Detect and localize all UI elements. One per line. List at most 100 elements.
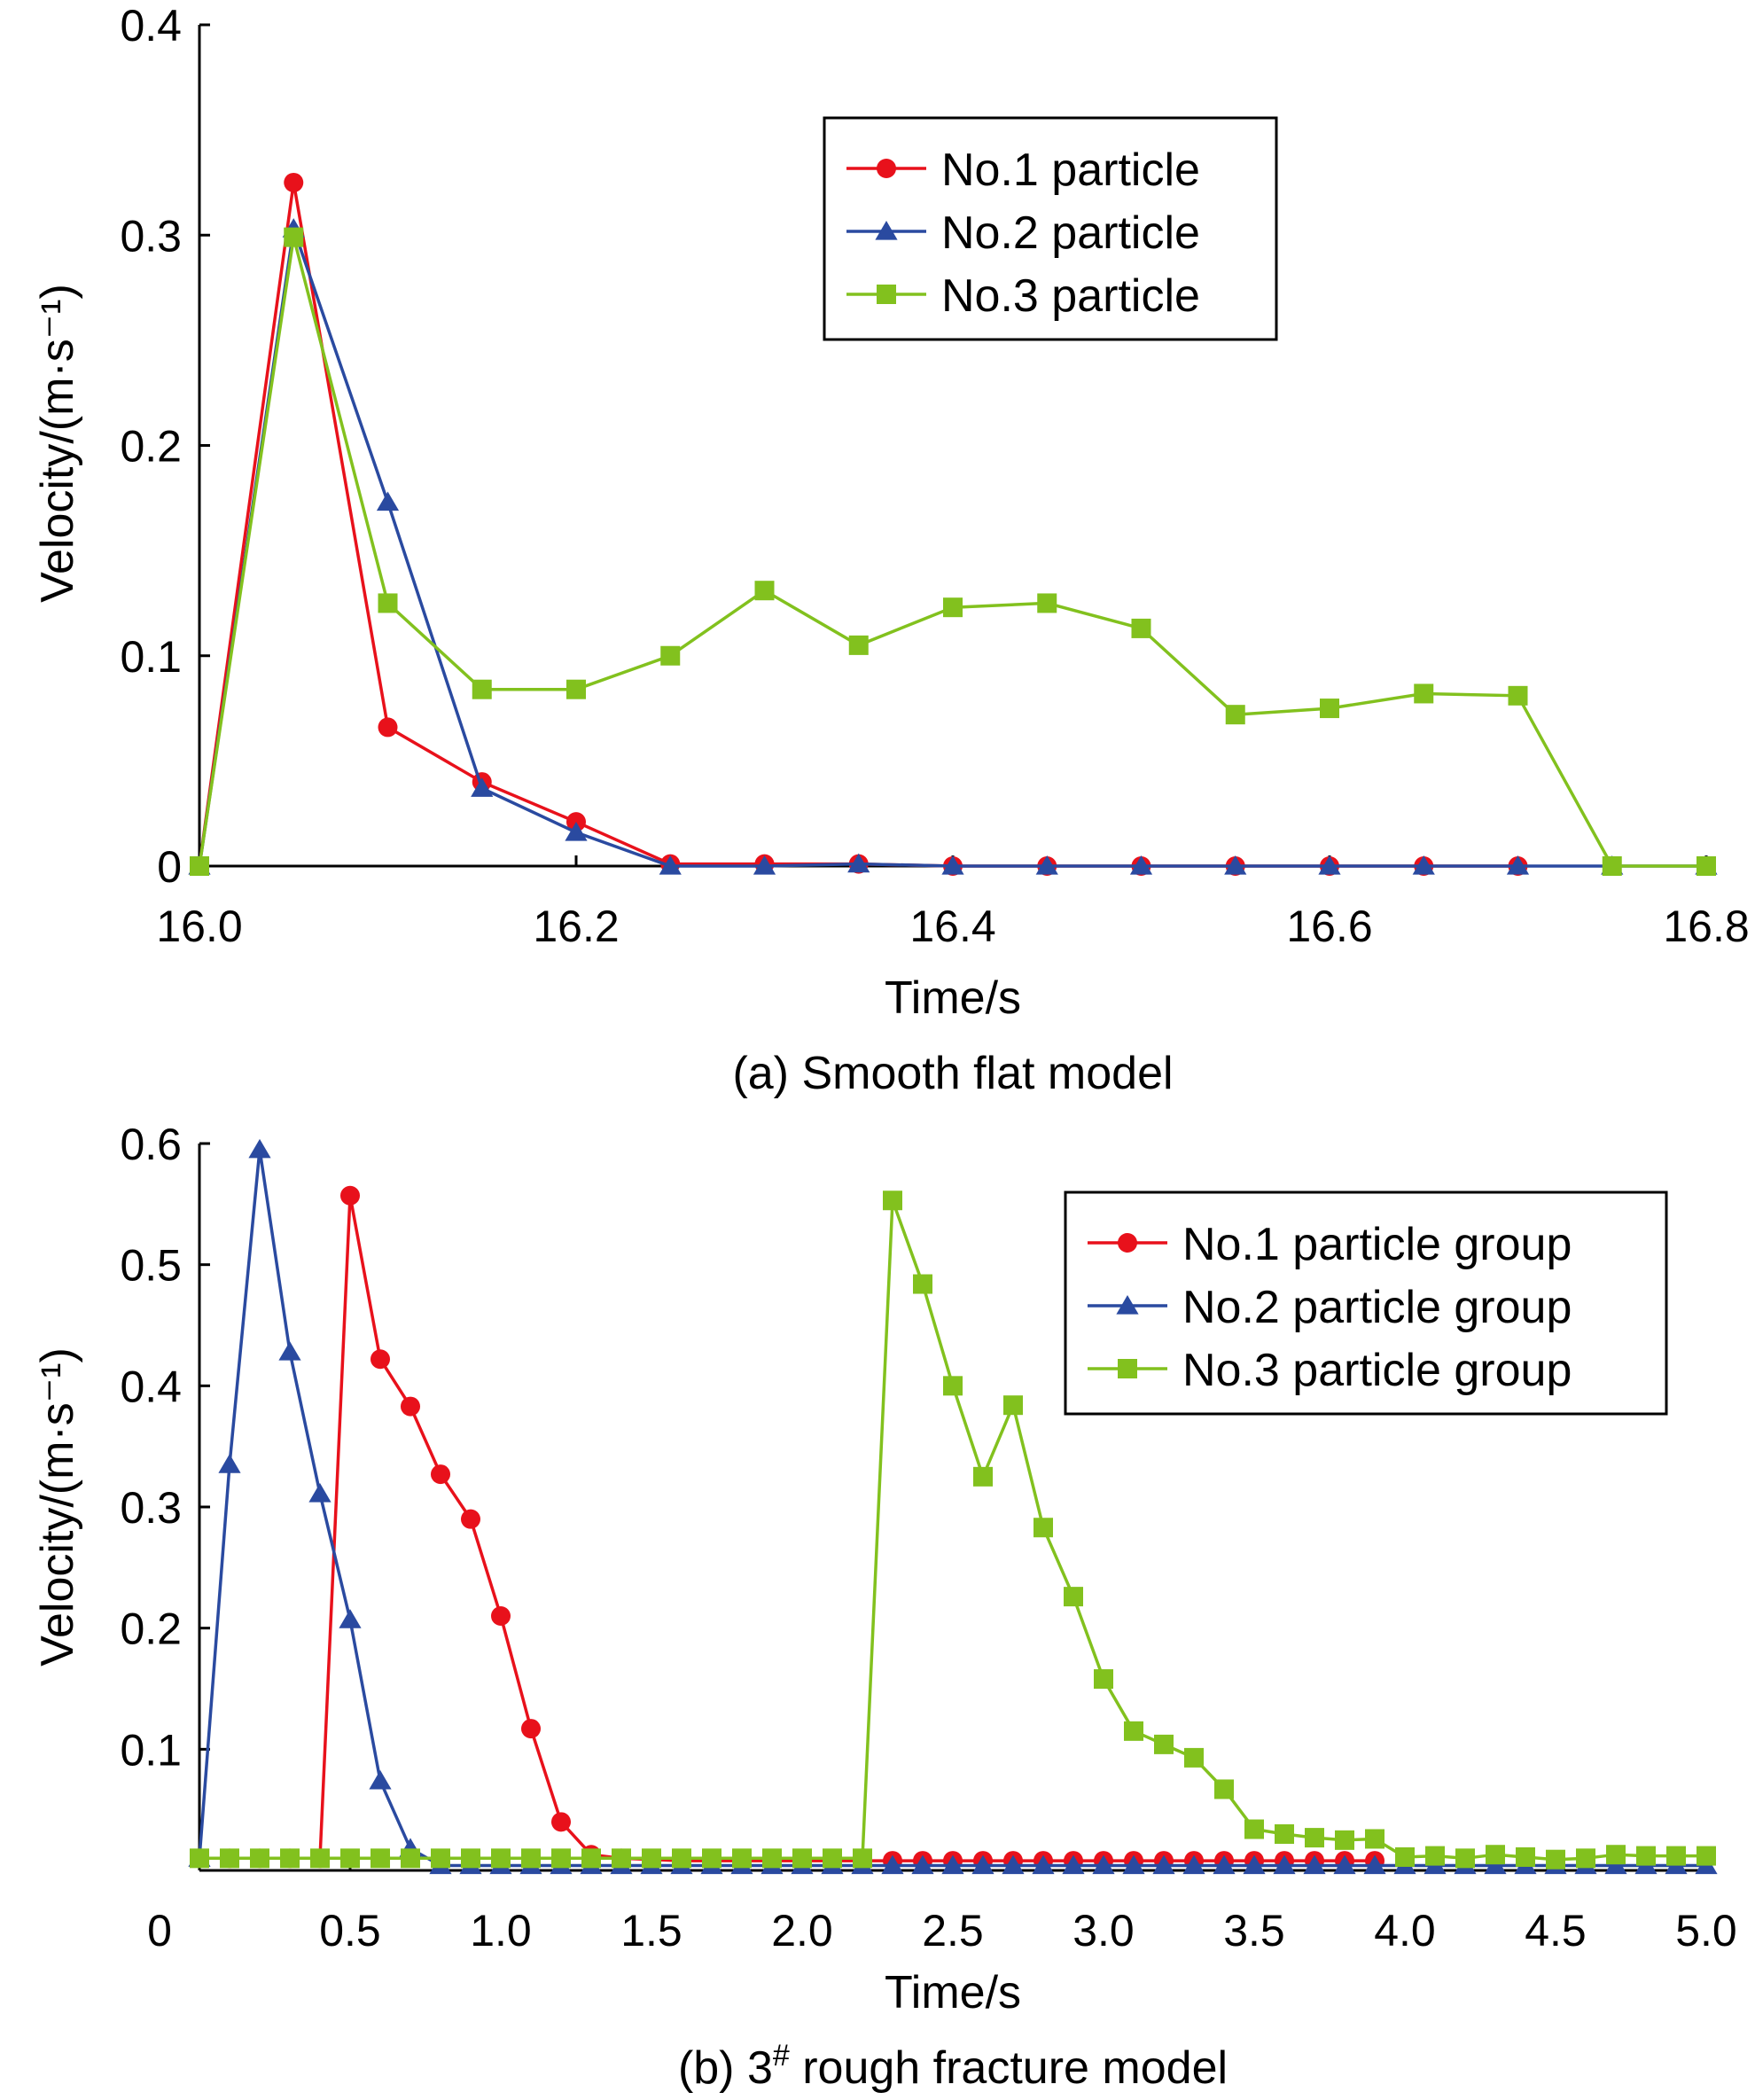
data-point: [378, 593, 398, 613]
data-point: [1303, 1854, 1326, 1875]
data-point: [566, 679, 586, 699]
data-point: [1365, 1829, 1384, 1849]
panel-a-chart: 0 0.1 0.2 0.3 0.4 16.0 16.2 16.4 16.6 16.8 Time/…: [32, 1, 1750, 1099]
data-point: [642, 1848, 661, 1869]
data-point: [284, 227, 304, 247]
data-point: [1062, 1854, 1085, 1875]
data-point: [1243, 1854, 1266, 1875]
y-tick-label: 0.1: [120, 632, 182, 682]
data-point: [753, 855, 776, 875]
data-point: [376, 491, 400, 511]
data-point: [369, 1769, 392, 1790]
data-point: [1092, 1854, 1115, 1875]
y-tick-label: 0.2: [120, 1604, 182, 1654]
data-point: [401, 1396, 420, 1417]
data-point: [659, 855, 682, 875]
data-point: [1363, 1854, 1386, 1875]
data-point: [792, 1848, 812, 1869]
data-point: [1412, 855, 1435, 875]
data-point: [941, 1854, 964, 1875]
data-point: [220, 1848, 239, 1869]
data-point: [1035, 855, 1058, 875]
data-point: [1184, 1747, 1204, 1768]
data-point: [284, 172, 304, 192]
data-point: [1064, 1587, 1083, 1607]
data-point: [1244, 1819, 1264, 1839]
data-point: [1225, 705, 1245, 725]
x-tick-label: 16.2: [533, 902, 619, 951]
x-tick-label: 2.5: [922, 1906, 984, 1956]
legend-item-1: No.1 particle group: [1088, 1219, 1572, 1270]
data-point: [660, 645, 681, 666]
data-point: [339, 1609, 362, 1628]
legend-label: No.1 particle group: [1182, 1219, 1572, 1270]
data-point: [913, 1274, 932, 1294]
x-tick-label: 4.0: [1374, 1906, 1436, 1956]
data-point: [1129, 855, 1153, 875]
data-point: [1122, 1854, 1145, 1875]
data-point: [280, 1848, 300, 1869]
data-point: [1606, 1845, 1626, 1865]
series-3: [190, 227, 1716, 876]
x-tick-label: 1.0: [470, 1906, 532, 1956]
data-point: [370, 1848, 390, 1869]
data-point: [702, 1848, 722, 1869]
data-point: [1484, 1854, 1507, 1875]
x-tick-label: 4.5: [1525, 1906, 1587, 1956]
data-point: [823, 1848, 842, 1869]
data-point: [762, 1848, 782, 1869]
data-point: [943, 1376, 963, 1396]
y-tick-label: 0.1: [120, 1725, 182, 1775]
legend-marker: [1116, 1295, 1139, 1315]
x-tick-label: 2.0: [771, 1906, 833, 1956]
y-tick-label: 0.2: [120, 422, 182, 472]
data-point: [461, 1848, 480, 1869]
y-tick-label: 0.5: [120, 1241, 182, 1291]
data-point: [1516, 1846, 1535, 1867]
data-point: [1032, 1854, 1055, 1875]
legend-marker: [877, 285, 896, 304]
panel-a-caption: (a) Smooth flat model: [732, 1048, 1173, 1099]
data-point: [491, 1848, 511, 1869]
data-point: [1182, 1854, 1205, 1875]
data-point: [1696, 1846, 1716, 1866]
data-point: [551, 1848, 571, 1869]
data-point: [278, 1341, 301, 1361]
panel-b-x-origin-label: 0: [147, 1906, 172, 1956]
panel-a-legend-box: [823, 116, 1278, 341]
data-point: [1425, 1846, 1445, 1866]
data-point: [401, 1848, 420, 1869]
x-tick-label: 16.8: [1663, 902, 1749, 951]
legend-item-2: No.2 particle: [846, 207, 1200, 259]
panel-a-x-ticks: 16.0 16.2 16.4 16.6 16.8: [156, 855, 1750, 951]
data-point: [943, 597, 963, 618]
legend-label: No.2 particle group: [1182, 1282, 1572, 1333]
data-point: [472, 679, 492, 699]
data-point: [1576, 1848, 1595, 1869]
y-tick-label: 0.3: [120, 211, 182, 261]
data-point: [1152, 1854, 1175, 1875]
data-point: [1037, 593, 1057, 613]
data-point: [1602, 856, 1622, 876]
legend-marker: [877, 159, 896, 178]
y-tick-label: 0.6: [120, 1120, 182, 1169]
data-point: [911, 1854, 934, 1875]
panel-b-legend: No.1 particle group No.2 particle group No…: [1064, 1191, 1668, 1416]
data-point: [340, 1185, 360, 1206]
data-point: [1335, 1830, 1354, 1850]
data-point: [732, 1848, 752, 1869]
data-point: [1002, 1854, 1025, 1875]
data-point: [754, 581, 775, 601]
data-point: [1414, 683, 1434, 704]
data-point: [1131, 618, 1151, 638]
panel-b-x-ticks: 0.5 1.0 1.5 2.0 2.5 3.0 3.5 4.0 4.5 5.0: [319, 1860, 1737, 1956]
data-point: [672, 1848, 691, 1869]
data-point: [431, 1464, 450, 1485]
data-point: [310, 1848, 330, 1869]
data-point: [471, 777, 494, 797]
panel-b-series: [188, 1138, 1718, 1875]
data-point: [340, 1848, 360, 1869]
data-point: [1696, 856, 1716, 876]
data-point: [883, 1191, 902, 1211]
